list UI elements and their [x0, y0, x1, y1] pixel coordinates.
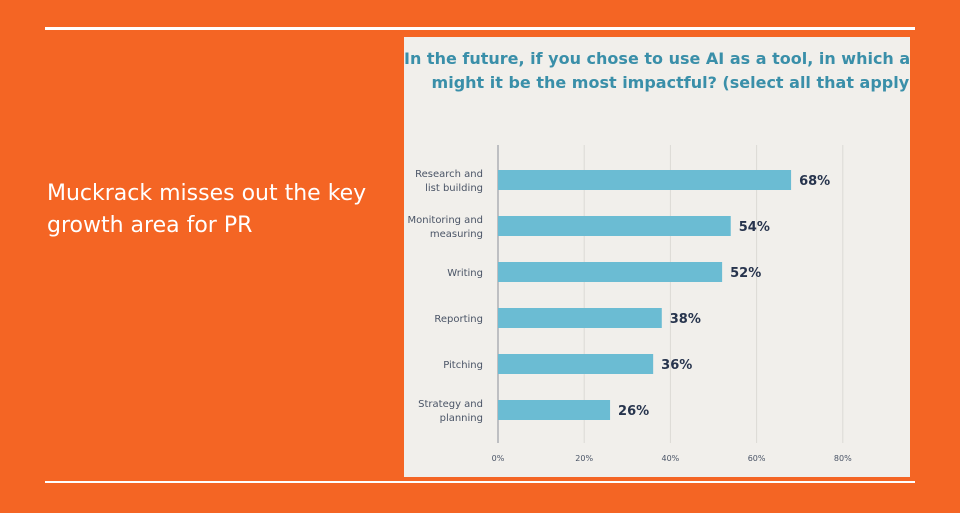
category-label: Reporting: [434, 314, 483, 325]
bar: [498, 262, 723, 282]
x-tick-label: 60%: [748, 454, 766, 463]
bar: [498, 170, 792, 190]
value-label: 52%: [730, 266, 761, 281]
chart-panel: In the future, if you chose to use AI as…: [404, 37, 910, 477]
value-label: 68%: [799, 174, 830, 189]
chart-title-line-2: might it be the most impactful? (select …: [431, 73, 910, 92]
category-label: Monitoring and measuring: [408, 215, 483, 240]
bar: [498, 308, 662, 328]
value-label: 36%: [661, 358, 692, 373]
bottom-divider: [45, 481, 915, 483]
category-label: Pitching: [443, 360, 483, 371]
bar: [498, 354, 654, 374]
slide-heading: Muckrack misses out the key growth area …: [47, 181, 367, 238]
x-tick-label: 0%: [492, 454, 505, 463]
category-label: Strategy and planning: [418, 399, 483, 424]
value-label: 26%: [618, 404, 649, 419]
x-tick-label: 20%: [575, 454, 593, 463]
bar: [498, 216, 731, 236]
bar: [498, 400, 611, 420]
x-tick-label: 40%: [662, 454, 680, 463]
x-tick-label: 80%: [834, 454, 852, 463]
top-divider: [45, 27, 915, 30]
value-label: 54%: [739, 220, 770, 235]
bar-chart: 0% 20% 40% 60% 80% Research and list building 6…: [408, 145, 852, 463]
chart-title-line-1: In the future, if you chose to use AI as…: [404, 49, 910, 68]
category-label: Research and list building: [415, 169, 483, 194]
chart-title: In the future, if you chose to use AI as…: [404, 47, 910, 95]
category-label: Writing: [447, 268, 483, 279]
value-label: 38%: [670, 312, 701, 327]
